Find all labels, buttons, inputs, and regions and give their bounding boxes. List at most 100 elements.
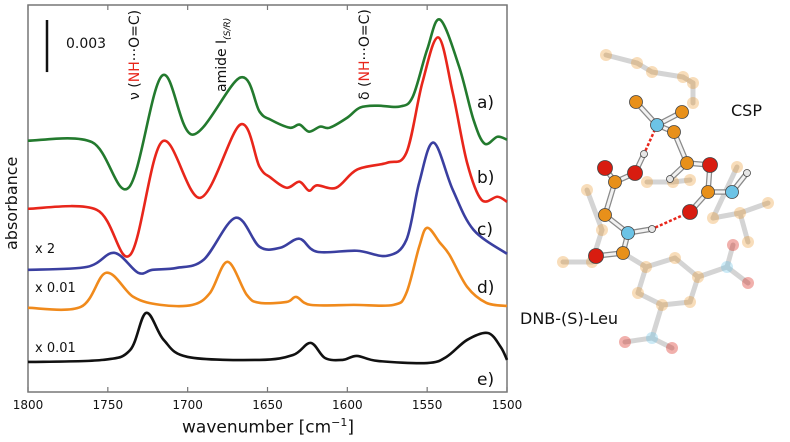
series-label-b: b)	[477, 168, 495, 188]
faded-carbon-atom	[656, 299, 668, 311]
annotation-text: δ (	[357, 81, 373, 100]
faded-bond	[622, 335, 655, 345]
faded-bond	[695, 264, 730, 280]
faded-carbon-atom	[581, 184, 593, 196]
faded-bond	[649, 302, 665, 341]
faded-carbon-atom	[631, 57, 643, 69]
label-csp: CSP	[731, 101, 762, 120]
spectrum-line-c	[27, 141, 508, 275]
spectrum-line-b	[27, 36, 508, 258]
faded-carbon-atom	[684, 296, 696, 308]
faded-bond	[672, 255, 701, 280]
x-tick-label: 1500	[492, 398, 523, 412]
scale-factor-c: x 2	[35, 242, 56, 257]
faded-atom	[742, 277, 754, 289]
faded-carbon-atom	[600, 49, 612, 61]
nitrogen-atom	[725, 185, 739, 199]
faded-bond	[710, 210, 743, 221]
annotation-nh: NH	[357, 60, 373, 82]
faded-atom	[666, 342, 678, 354]
faded-bond	[687, 274, 701, 305]
faded-carbon-atom	[596, 224, 608, 236]
faded-bond	[603, 52, 640, 66]
annotation-delta-nh: δ (NH···O=C)	[357, 9, 373, 100]
carbon-atom	[608, 175, 622, 189]
nitrogen-atom	[621, 226, 635, 240]
faded-bond	[737, 200, 771, 216]
label-dnb-s-leu: DNB-(S)-Leu	[520, 309, 619, 328]
x-tick-label: 1550	[412, 398, 443, 412]
carbon-atom	[675, 105, 689, 119]
carbon-atom	[680, 156, 694, 170]
annotation-text: ···O=C)	[127, 9, 143, 62]
x-axis-label-text: wavenumber [cm	[182, 417, 332, 438]
carbon-atom	[667, 125, 681, 139]
faded-atom	[727, 239, 739, 251]
faded-bond	[724, 264, 751, 286]
faded-carbon-atom	[731, 161, 743, 173]
oxygen-atom	[597, 160, 613, 176]
faded-carbon-atom	[557, 256, 569, 268]
annotation-nu-nh: ν (NH···O=C)	[127, 10, 143, 100]
faded-carbon-atom	[632, 287, 644, 299]
molecule-model	[557, 49, 774, 354]
faded-atom	[721, 261, 733, 273]
carbon-atom	[616, 246, 630, 260]
plot-frame: 1800 1750 1700 1650 1600 1550 1500	[13, 4, 523, 412]
x-axis-label: wavenumber [cm−1]	[182, 416, 354, 438]
faded-carbon-atom	[762, 197, 774, 209]
hydrogen-atom	[743, 169, 751, 177]
hydrogen-atom	[666, 175, 674, 183]
faded-carbon-atom	[684, 174, 696, 186]
oxygen-atom	[588, 248, 604, 264]
annotation-amide-i: amide I(S/R)	[214, 18, 233, 92]
carbon-atom	[701, 185, 715, 199]
scale-factor-e: x 0.01	[35, 341, 76, 356]
faded-bond	[635, 290, 665, 308]
series-label-d: d)	[477, 278, 495, 298]
faded-carbon-atom	[692, 271, 704, 283]
spectra-curves	[27, 18, 509, 365]
series-label-a: a)	[477, 93, 495, 113]
faded-carbon-atom	[669, 252, 681, 264]
faded-bond	[649, 335, 675, 351]
annotation-text: amide I	[214, 39, 230, 92]
faded-carbon-atom	[707, 212, 719, 224]
faded-atom	[646, 332, 658, 344]
annotation-text: ν (	[127, 82, 143, 100]
y-axis-label: absorbance	[2, 156, 21, 250]
spectrum-line-d	[27, 226, 508, 312]
nitrogen-atom	[650, 118, 664, 132]
faded-carbon-atom	[677, 71, 689, 83]
faded-carbon-atom	[742, 236, 754, 248]
scale-bar-label: 0.003	[66, 36, 107, 52]
faded-bond	[643, 255, 678, 270]
x-axis-label-exponent: −1	[331, 416, 348, 429]
x-tick-label: 1800	[13, 398, 44, 412]
plot-border	[27, 4, 508, 393]
series-label-e: e)	[477, 370, 495, 390]
spectrum-line-e	[27, 311, 509, 365]
spectrum-line-a	[27, 18, 508, 191]
x-tick-label: 1600	[332, 398, 363, 412]
annotation-text: ···O=C)	[357, 9, 373, 61]
faded-bond	[584, 187, 605, 233]
hydrogen-atom	[640, 150, 648, 158]
annotation-subscript: (S/R)	[222, 17, 233, 40]
x-tick-label: 1650	[252, 398, 283, 412]
carbon-atom	[629, 95, 643, 109]
scale-factor-d: x 0.01	[35, 281, 76, 296]
hydrogen-atom	[648, 225, 656, 233]
faded-bond	[659, 299, 693, 308]
faded-bond	[634, 60, 655, 75]
x-axis-label-end: ]	[347, 417, 354, 438]
faded-carbon-atom	[646, 66, 658, 78]
faded-bond	[724, 242, 736, 270]
faded-carbon-atom	[641, 176, 653, 188]
oxygen-atom	[682, 204, 698, 220]
faded-carbon-atom	[640, 261, 652, 273]
x-tick-label: 1700	[172, 398, 203, 412]
faded-bond	[649, 69, 686, 80]
faded-carbon-atom	[734, 207, 746, 219]
